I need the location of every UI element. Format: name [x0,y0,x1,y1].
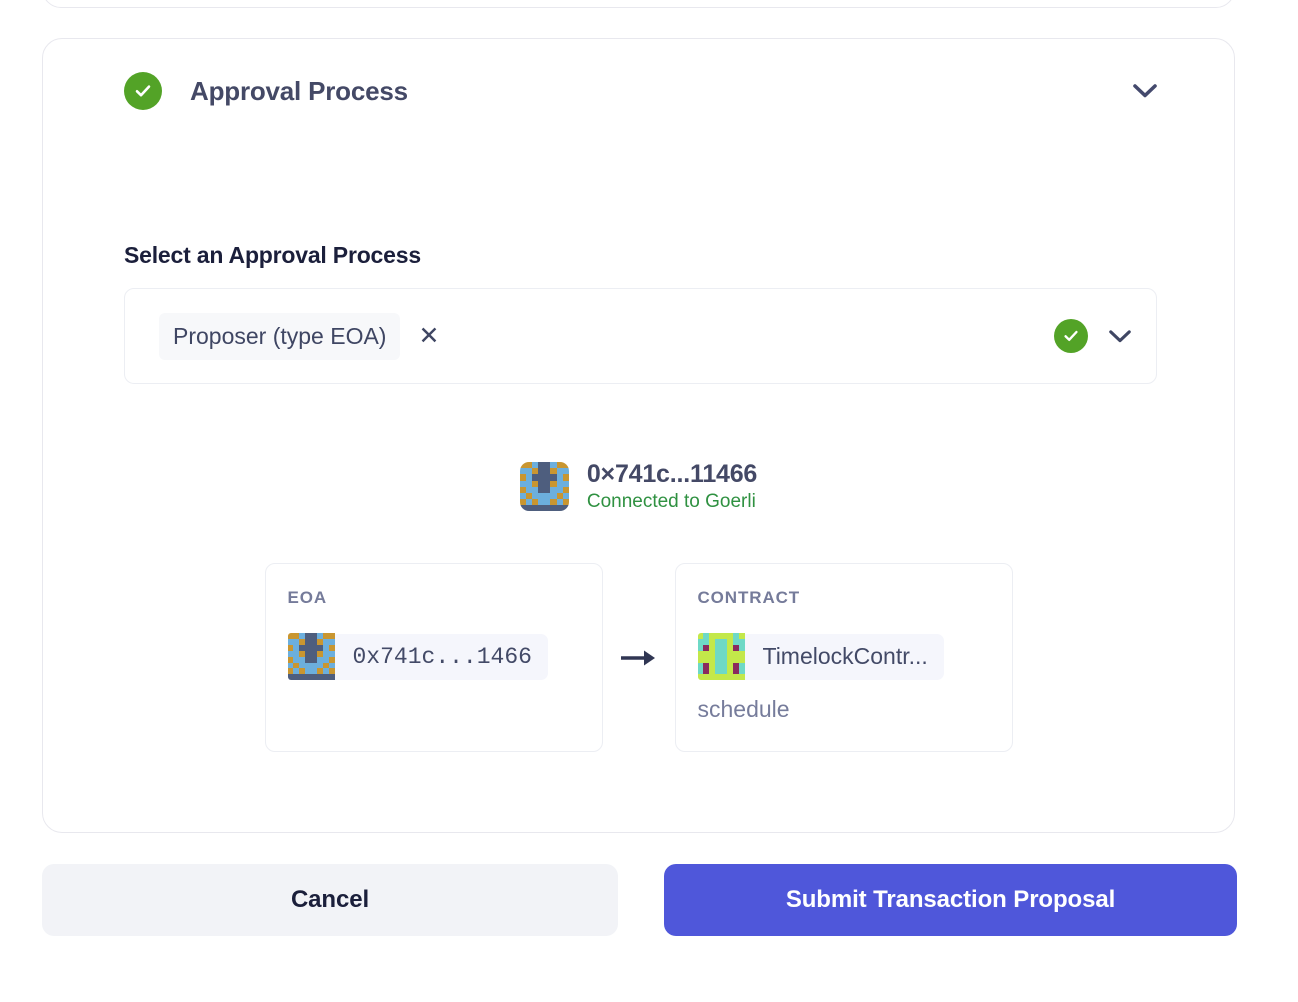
flow-card-contract: CONTRACT TimelockContr... schedule [674,563,1013,752]
blockie-identicon [287,633,335,681]
form-actions: Cancel Submit Transaction Proposal [42,864,1237,936]
network-status: Connected to Goerli [586,491,756,512]
eoa-address-pill: 0x741c...1466 [287,633,548,681]
wallet-address: 0×741c...11466 [586,460,758,488]
execution-flow-diagram: EOA 0x741c...1466 CONTRACT TimelockContr… [43,563,1234,752]
header-left-group: Approval Process [43,72,408,110]
approval-process-card: Approval Process Select an Approval Proc… [42,38,1235,833]
check-circle-icon [1054,319,1088,353]
connected-wallet: 0×741c...11466 Connected to Goerli [43,460,1234,513]
select-approval-process-label: Select an Approval Process [124,242,421,268]
close-icon[interactable]: ✕ [418,321,440,350]
flow-kicker-eoa: EOA [287,588,328,607]
eoa-address-label: 0x741c...1466 [352,643,532,670]
chip-label: Proposer (type EOA) [173,322,387,349]
flow-kicker-contract: CONTRACT [697,588,801,607]
contract-function-name: schedule [697,695,790,722]
approval-process-header[interactable]: Approval Process [43,39,1234,143]
check-circle-icon [124,72,162,110]
previous-card-sliver [42,0,1235,8]
select-indicators [1054,319,1134,353]
approval-process-select[interactable]: Proposer (type EOA) ✕ [124,288,1157,384]
contract-name-pill: TimelockContr... [697,633,944,681]
connected-wallet-inner: 0×741c...11466 Connected to Goerli [519,460,757,513]
chevron-down-icon[interactable] [1128,74,1162,108]
page-title: Approval Process [190,75,408,106]
wallet-text-group: 0×741c...11466 Connected to Goerli [587,460,757,513]
blockie-identicon [697,633,745,681]
submit-transaction-proposal-button[interactable]: Submit Transaction Proposal [664,864,1237,936]
cancel-button[interactable]: Cancel [42,864,618,936]
contract-name-label: TimelockContr... [762,643,928,670]
selected-approval-chip: Proposer (type EOA) [159,312,401,360]
chevron-down-icon[interactable] [1106,322,1134,350]
flow-card-eoa: EOA 0x741c...1466 [264,563,603,752]
arrow-right-icon [603,647,675,669]
blockie-identicon [519,462,569,512]
